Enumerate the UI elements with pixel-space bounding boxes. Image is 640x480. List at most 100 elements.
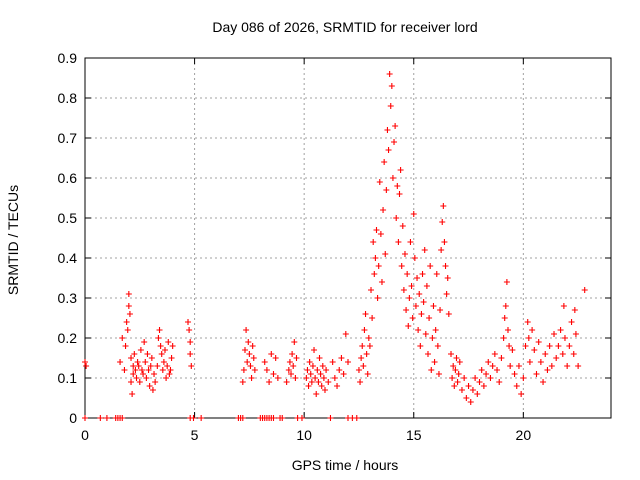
data-point: [575, 363, 582, 369]
data-point: [157, 343, 164, 349]
data-point: [82, 359, 88, 365]
data-point: [97, 415, 104, 421]
data-point: [522, 343, 529, 349]
data-point: [501, 315, 508, 321]
data-point: [496, 379, 503, 385]
data-point: [422, 331, 429, 337]
data-point: [420, 299, 427, 305]
y-tick-label: 0.9: [58, 50, 78, 66]
data-point: [306, 359, 313, 365]
data-point: [503, 279, 510, 285]
data-point: [327, 415, 334, 421]
data-point: [526, 359, 533, 365]
data-point: [263, 367, 270, 373]
data-point: [435, 371, 442, 377]
data-point: [323, 367, 330, 373]
data-point: [279, 415, 286, 421]
data-point: [408, 283, 415, 289]
data-point: [83, 363, 90, 369]
data-point: [430, 303, 437, 309]
data-point: [507, 363, 514, 369]
data-point: [414, 275, 421, 281]
data-point: [119, 415, 126, 421]
data-point: [125, 303, 132, 309]
data-point: [362, 311, 369, 317]
data-point: [261, 359, 268, 365]
data-point: [380, 207, 387, 213]
data-point: [428, 367, 435, 373]
data-point: [405, 323, 412, 329]
data-point: [383, 187, 390, 193]
data-point: [119, 335, 126, 341]
data-point: [401, 251, 408, 257]
data-point: [478, 367, 485, 373]
data-point: [421, 247, 428, 253]
data-point: [407, 239, 414, 245]
data-point: [472, 375, 479, 381]
data-point: [404, 271, 411, 277]
data-point: [338, 355, 345, 361]
data-point: [360, 363, 367, 369]
data-point: [365, 335, 372, 341]
data-point: [384, 127, 391, 133]
data-point: [318, 383, 325, 389]
data-point: [329, 359, 336, 365]
data-point: [149, 387, 156, 393]
data-point: [461, 375, 468, 381]
data-point: [438, 247, 445, 253]
data-point: [452, 367, 459, 373]
data-point: [292, 375, 299, 381]
data-point: [371, 271, 378, 277]
data-point: [289, 351, 296, 357]
data-point: [369, 315, 376, 321]
data-point: [319, 363, 326, 369]
data-point: [167, 367, 174, 373]
data-point: [559, 351, 566, 357]
data-point: [147, 363, 154, 369]
data-point: [270, 415, 277, 421]
data-point: [342, 331, 349, 337]
data-point: [128, 355, 135, 361]
data-point: [312, 375, 319, 381]
data-point: [434, 343, 441, 349]
data-point: [375, 263, 382, 269]
data-point: [458, 387, 465, 393]
data-point: [437, 307, 444, 313]
data-point: [395, 239, 402, 245]
data-point: [524, 319, 531, 325]
data-point: [476, 379, 483, 385]
data-point: [187, 351, 194, 357]
data-point: [394, 183, 401, 189]
data-point: [283, 379, 290, 385]
data-point: [568, 319, 575, 325]
data-point: [303, 375, 310, 381]
data-point: [357, 379, 364, 385]
data-point: [239, 379, 246, 385]
data-point: [160, 359, 167, 365]
y-tick-label: 0.8: [58, 90, 78, 106]
data-point: [103, 415, 110, 421]
data-point: [411, 255, 418, 261]
data-point: [553, 355, 560, 361]
x-tick-label: 10: [296, 427, 312, 443]
data-point: [358, 355, 365, 361]
data-point: [185, 319, 192, 325]
data-point: [331, 375, 338, 381]
data-point: [557, 327, 564, 333]
data-point: [353, 415, 360, 421]
data-point: [445, 311, 452, 317]
data-point: [188, 363, 195, 369]
data-point: [487, 375, 494, 381]
y-tick-label: 0.2: [58, 330, 78, 346]
data-point: [398, 263, 405, 269]
data-point: [467, 399, 474, 405]
data-point: [244, 359, 251, 365]
data-point: [311, 347, 318, 353]
data-point: [129, 391, 136, 397]
data-point: [125, 291, 132, 297]
data-point: [373, 227, 380, 233]
data-point: [453, 355, 460, 361]
data-point: [165, 339, 172, 345]
data-point: [427, 263, 434, 269]
data-point: [535, 339, 542, 345]
